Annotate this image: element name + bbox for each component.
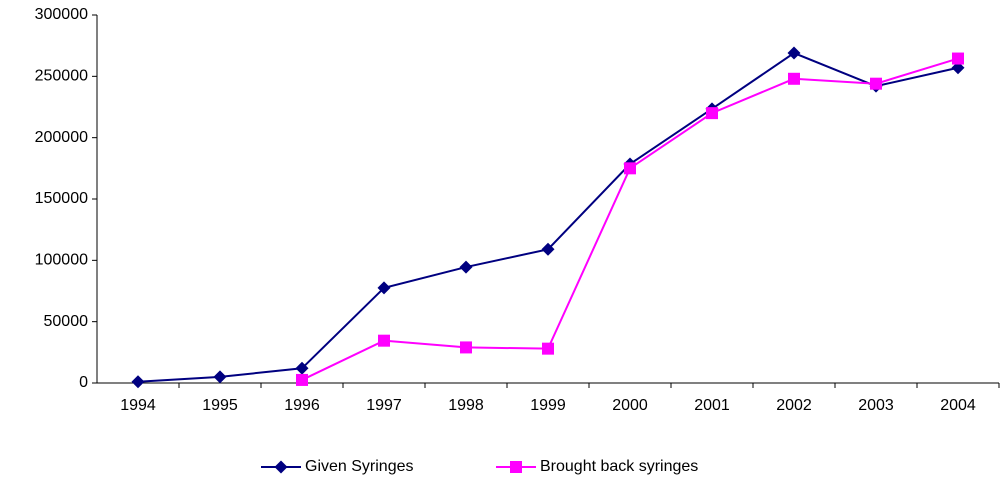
x-tick-label: 2000 bbox=[612, 397, 648, 414]
x-tick-label: 1997 bbox=[366, 397, 402, 414]
marker bbox=[542, 342, 554, 355]
x-tick-label: 2003 bbox=[858, 397, 894, 414]
x-tick-label: 2004 bbox=[940, 397, 976, 414]
marker bbox=[296, 373, 308, 386]
x-tick-label: 2001 bbox=[694, 397, 730, 414]
x-tick-label: 2002 bbox=[776, 397, 812, 414]
y-tick-label: 300000 bbox=[35, 6, 88, 23]
series-line bbox=[301, 57, 959, 381]
legend-label: Brought back syringes bbox=[540, 458, 698, 475]
marker bbox=[377, 281, 391, 295]
marker bbox=[624, 162, 636, 175]
x-tick-label: 1998 bbox=[448, 397, 484, 414]
marker bbox=[274, 460, 288, 474]
series-line bbox=[137, 51, 959, 383]
x-tick-label: 1994 bbox=[120, 397, 156, 414]
marker bbox=[870, 77, 882, 90]
x-tick-label: 1996 bbox=[284, 397, 320, 414]
marker bbox=[378, 334, 390, 347]
marker bbox=[788, 72, 800, 85]
marker bbox=[952, 52, 964, 65]
legend: Given Syringes Brought back syringes bbox=[261, 458, 698, 475]
marker bbox=[510, 461, 522, 473]
marker bbox=[131, 375, 145, 389]
y-tick-label: 200000 bbox=[35, 129, 88, 146]
marker bbox=[295, 361, 309, 375]
y-tick-label: 0 bbox=[79, 374, 88, 391]
y-tick-label: 150000 bbox=[35, 190, 88, 207]
marker bbox=[706, 107, 718, 120]
marker bbox=[787, 46, 801, 60]
y-tick-label: 50000 bbox=[44, 313, 89, 330]
marker bbox=[460, 341, 472, 354]
x-tick-label: 1995 bbox=[202, 397, 238, 414]
y-tick-label: 100000 bbox=[35, 252, 88, 269]
marker bbox=[213, 370, 227, 384]
legend-label: Given Syringes bbox=[305, 458, 414, 475]
y-tick-label: 250000 bbox=[35, 68, 88, 85]
marker bbox=[541, 242, 555, 256]
x-tick-label: 1999 bbox=[530, 397, 566, 414]
marker bbox=[459, 260, 473, 274]
